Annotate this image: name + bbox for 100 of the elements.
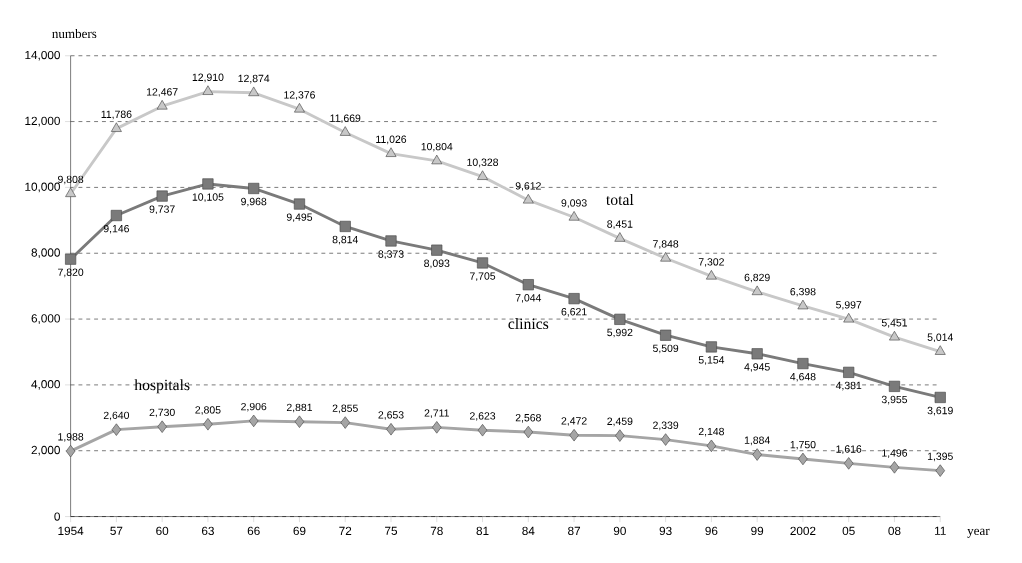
point bbox=[339, 126, 351, 136]
point bbox=[660, 433, 671, 446]
x-tick-label: 66 bbox=[247, 526, 260, 536]
data-label: 5,014 bbox=[927, 333, 954, 343]
data-label: 2,623 bbox=[470, 412, 496, 421]
data-label: 2,855 bbox=[332, 404, 358, 414]
data-label: 7,820 bbox=[58, 268, 84, 278]
data-label: 2,640 bbox=[103, 411, 130, 421]
x-tick-label: 08 bbox=[888, 526, 901, 536]
y-tick-label: 4,000 bbox=[31, 380, 60, 390]
data-label: 5,451 bbox=[881, 319, 908, 328]
point bbox=[339, 220, 351, 232]
data-label: 12,910 bbox=[192, 73, 224, 83]
point bbox=[202, 85, 214, 95]
x-tick-label: 78 bbox=[430, 526, 443, 536]
point bbox=[432, 421, 442, 434]
y-tick-label: 0 bbox=[54, 512, 60, 521]
data-label: 11,669 bbox=[330, 114, 361, 124]
point bbox=[934, 345, 946, 355]
y-tick-label: 10,000 bbox=[25, 182, 60, 193]
data-label: 9,093 bbox=[561, 199, 587, 208]
data-label: 2,459 bbox=[607, 417, 633, 427]
point bbox=[293, 198, 306, 210]
point bbox=[752, 448, 762, 461]
point bbox=[431, 154, 443, 165]
point bbox=[568, 293, 580, 305]
x-tick-label: 1954 bbox=[58, 526, 84, 536]
data-label: 10,804 bbox=[421, 142, 453, 152]
data-label: 1,616 bbox=[836, 445, 862, 454]
x-tick-label: 99 bbox=[751, 526, 764, 536]
series-label: clinics bbox=[508, 318, 549, 330]
point bbox=[110, 209, 122, 222]
data-label: 4,945 bbox=[744, 363, 770, 372]
point bbox=[248, 86, 260, 97]
point bbox=[843, 366, 855, 378]
point bbox=[156, 99, 168, 110]
point bbox=[568, 211, 580, 221]
point bbox=[65, 187, 77, 197]
data-label: 9,612 bbox=[515, 182, 541, 191]
y-axis-title: numbers bbox=[52, 28, 97, 39]
data-label: 2,148 bbox=[698, 427, 724, 437]
data-label: 7,044 bbox=[515, 294, 542, 303]
data-label: 2,881 bbox=[286, 403, 313, 413]
point bbox=[111, 423, 122, 436]
x-tick-label: 81 bbox=[476, 526, 489, 536]
data-label: 5,997 bbox=[836, 301, 862, 310]
point bbox=[431, 244, 443, 256]
y-tick-label: 2,000 bbox=[31, 445, 60, 456]
point bbox=[660, 252, 672, 262]
point bbox=[340, 416, 350, 429]
data-label: 5,154 bbox=[698, 356, 725, 365]
data-label: 11,786 bbox=[101, 110, 132, 120]
x-axis-title: year bbox=[967, 528, 990, 538]
x-tick-label: 90 bbox=[613, 526, 626, 536]
x-tick-label: 11 bbox=[935, 526, 946, 535]
y-tick-label: 12,000 bbox=[25, 116, 60, 127]
x-tick-label: 84 bbox=[522, 526, 535, 536]
x-tick-label: 96 bbox=[705, 526, 718, 536]
data-label: 12,874 bbox=[238, 74, 270, 84]
data-label: 3,619 bbox=[927, 406, 953, 416]
point bbox=[751, 285, 763, 296]
point bbox=[751, 348, 763, 360]
data-label: 6,398 bbox=[790, 287, 816, 297]
data-label: 12,467 bbox=[146, 88, 178, 97]
point bbox=[156, 190, 168, 202]
data-label: 2,805 bbox=[195, 406, 221, 415]
x-tick-label: 57 bbox=[110, 526, 123, 535]
data-label: 1,988 bbox=[58, 433, 84, 442]
data-label: 11,026 bbox=[376, 135, 407, 145]
data-label: 1,750 bbox=[790, 440, 816, 450]
data-label: 9,146 bbox=[103, 224, 129, 234]
data-label: 5,509 bbox=[652, 344, 679, 354]
point bbox=[569, 428, 579, 442]
point bbox=[705, 341, 717, 353]
point bbox=[889, 330, 900, 341]
point bbox=[660, 329, 672, 341]
data-label: 7,302 bbox=[698, 258, 724, 267]
point bbox=[706, 439, 717, 453]
point bbox=[477, 424, 488, 437]
point bbox=[798, 452, 808, 466]
point bbox=[477, 170, 488, 180]
data-label: 9,968 bbox=[241, 197, 267, 207]
point bbox=[843, 457, 854, 470]
point bbox=[888, 380, 901, 392]
point bbox=[522, 279, 534, 291]
point bbox=[476, 257, 489, 269]
data-label: 2,906 bbox=[241, 402, 267, 412]
x-tick-label: 2002 bbox=[790, 526, 816, 536]
data-label: 6,829 bbox=[744, 273, 770, 283]
point bbox=[934, 391, 946, 403]
x-tick-label: 69 bbox=[293, 526, 306, 536]
y-tick-label: 14,000 bbox=[25, 50, 60, 61]
data-label: 7,848 bbox=[653, 240, 679, 249]
x-tick-label: 93 bbox=[659, 526, 672, 536]
data-label: 6,621 bbox=[561, 308, 587, 317]
point bbox=[248, 414, 259, 428]
point bbox=[614, 313, 626, 325]
data-label: 3,955 bbox=[881, 395, 908, 405]
point bbox=[797, 299, 809, 310]
data-label: 2,653 bbox=[378, 411, 404, 420]
